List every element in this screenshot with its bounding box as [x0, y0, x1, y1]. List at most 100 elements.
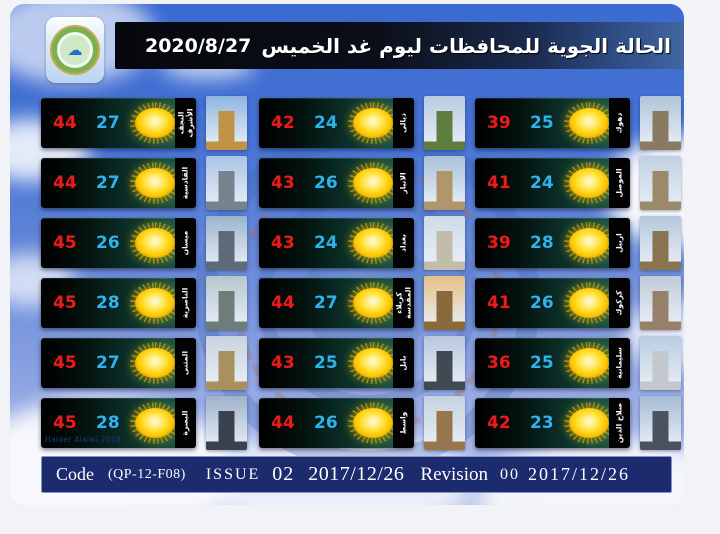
weather-panel: 43 26 الانبار: [259, 158, 414, 208]
low-temp: 27: [96, 352, 120, 373]
city-name-strip: القادسية: [175, 158, 196, 208]
city-name: القادسية: [180, 166, 190, 200]
city-name-strip: كركوك: [609, 278, 630, 328]
sunny-weather-icon: [348, 282, 398, 324]
weather-card: 43 26 الانبار: [259, 156, 467, 210]
logo-white-ring: ☁: [57, 32, 93, 68]
weather-panel: 36 25 سليمانية: [475, 338, 630, 388]
weather-panel: 43 24 بغداد: [259, 218, 414, 268]
revision-number: 00: [499, 465, 520, 483]
city-name: الانبار: [398, 172, 408, 194]
sun-core: [569, 228, 609, 258]
low-temp: 24: [314, 112, 338, 133]
title-bar: الحالة الجوية للمحافظات ليوم غد الخميس 2…: [115, 22, 684, 69]
city-name-strip: ديالى: [393, 98, 414, 148]
low-temp: 26: [314, 172, 338, 193]
weather-panel: 41 26 كركوك: [475, 278, 630, 328]
muthanna-arch-photo: [206, 336, 247, 390]
weather-card: 42 23 صلاح الدين: [475, 396, 683, 450]
author-credit: Haider Alaiwi 2018: [45, 435, 122, 444]
cards-column-middle: 42 24 ديالى 43 26 الانبار 43 24 بغداد 44 27 كربلاء …: [259, 96, 467, 450]
sunny-weather-icon: [348, 342, 398, 384]
city-name-strip: الانبار: [393, 158, 414, 208]
low-temp: 24: [530, 172, 554, 193]
dohuk-mountains-photo: [640, 96, 681, 150]
city-name: البصرة: [180, 410, 190, 436]
weather-card: 44 27 القادسية: [41, 156, 249, 210]
high-temp: 39: [487, 232, 511, 253]
mosul-minaret-photo: [640, 156, 681, 210]
high-temp: 43: [271, 232, 295, 253]
weather-card: 42 24 ديالى: [259, 96, 467, 150]
low-temp: 28: [96, 292, 120, 313]
city-name: النجف الأشرف: [175, 108, 194, 138]
sunny-weather-icon: [564, 162, 614, 204]
sun-core: [353, 408, 393, 438]
sunny-weather-icon: [130, 162, 180, 204]
weather-panel: 39 28 اربيل: [475, 218, 630, 268]
low-temp: 26: [530, 292, 554, 313]
high-temp: 41: [487, 172, 511, 193]
city-name-strip: الموصل: [609, 158, 630, 208]
city-name-strip: واسط: [393, 398, 414, 448]
sunny-weather-icon: [130, 402, 180, 444]
low-temp: 25: [314, 352, 338, 373]
city-name-strip: ميسان: [175, 218, 196, 268]
city-name-strip: اربيل: [609, 218, 630, 268]
weather-card: 45 27 المثنى: [41, 336, 249, 390]
sun-core: [353, 288, 393, 318]
baghdad-building-photo: [424, 216, 465, 270]
sun-core: [135, 408, 175, 438]
city-name: ديالى: [398, 113, 408, 133]
low-temp: 24: [314, 232, 338, 253]
weather-card: 43 24 بغداد: [259, 216, 467, 270]
city-name-strip: بابل: [393, 338, 414, 388]
sun-core: [569, 288, 609, 318]
city-name: كربلاء المقدسة: [393, 286, 412, 320]
forecast-date: 2020/8/27: [144, 34, 252, 57]
code-value: (QP-12-F08): [108, 466, 186, 482]
high-temp: 45: [53, 292, 77, 313]
city-name: ميسان: [180, 230, 190, 256]
low-temp: 23: [530, 412, 554, 433]
weather-panel: 45 27 المثنى: [41, 338, 196, 388]
city-name-strip: بغداد: [393, 218, 414, 268]
city-name: سليمانية: [614, 347, 624, 379]
salahaldin-statue-photo: [640, 396, 681, 450]
sunny-weather-icon: [564, 342, 614, 384]
high-temp: 42: [271, 112, 295, 133]
city-name-strip: البصرة: [175, 398, 196, 448]
weather-card: 39 28 اربيل: [475, 216, 683, 270]
low-temp: 25: [530, 112, 554, 133]
weather-card: 44 27 النجف الأشرف: [41, 96, 249, 150]
sunny-weather-icon: [564, 222, 614, 264]
weather-card: 36 25 سليمانية: [475, 336, 683, 390]
sun-core: [135, 288, 175, 318]
logo-cloud-icon: ☁: [60, 35, 90, 65]
weather-panel: 44 27 القادسية: [41, 158, 196, 208]
logo-green-ring: ☁: [52, 27, 98, 73]
high-temp: 45: [53, 412, 77, 433]
high-temp: 44: [271, 412, 295, 433]
cards-column-right: 39 25 دهوك 41 24 الموصل 39 28 اربيل 41 26 كركوك 36 25…: [475, 96, 683, 450]
city-name: دهوك: [614, 112, 624, 134]
sunny-weather-icon: [564, 282, 614, 324]
sun-core: [353, 108, 393, 138]
sunny-weather-icon: [348, 222, 398, 264]
high-temp: 43: [271, 352, 295, 373]
weather-panel: 42 24 ديالى: [259, 98, 414, 148]
low-temp: 26: [314, 412, 338, 433]
code-label: Code: [56, 464, 94, 484]
sun-core: [569, 108, 609, 138]
high-temp: 39: [487, 112, 511, 133]
high-temp: 45: [53, 352, 77, 373]
qadisiyah-monument-photo: [206, 156, 247, 210]
cards-column-left: 44 27 النجف الأشرف 44 27 القادسية 45 26 ميسان 45 2…: [41, 96, 249, 450]
sun-core: [569, 348, 609, 378]
sunny-weather-icon: [130, 342, 180, 384]
sun-core: [135, 108, 175, 138]
high-temp: 44: [271, 292, 295, 313]
najaf-shrine-photo: [206, 96, 247, 150]
low-temp: 26: [96, 232, 120, 253]
weather-card: 45 26 ميسان: [41, 216, 249, 270]
